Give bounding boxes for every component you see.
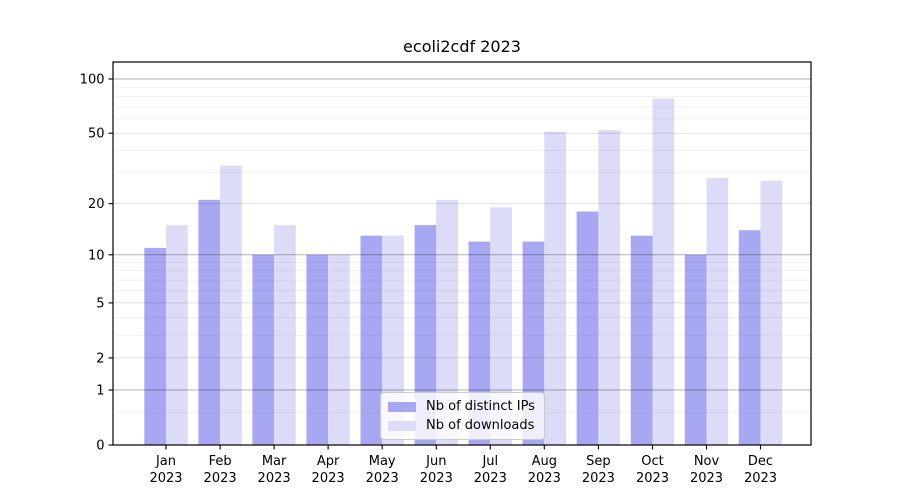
bar-series0-month10 — [684, 254, 707, 445]
bar-series0-month9 — [630, 235, 653, 445]
x-tick-label-year: 2023 — [312, 471, 345, 486]
legend-item-downloads: Nb of downloads — [387, 418, 538, 433]
bar-series1-month0 — [166, 225, 188, 445]
y-tick-label: 50 — [88, 127, 105, 142]
x-tick-label-month: Feb — [209, 454, 232, 469]
chart-title: ecoli2cdf 2023 — [403, 37, 521, 56]
bar-series1-month3 — [328, 254, 350, 445]
bar-series1-month1 — [220, 165, 242, 445]
bar-series1-month2 — [274, 225, 296, 445]
bar-series0-month1 — [198, 199, 221, 445]
x-tick-label-year: 2023 — [204, 471, 237, 486]
x-tick-label-year: 2023 — [149, 471, 182, 486]
x-tick-label-month: Dec — [748, 454, 773, 469]
x-tick-label-month: Aug — [532, 454, 557, 469]
x-tick-label-year: 2023 — [366, 471, 399, 486]
y-tick-label: 10 — [88, 248, 105, 263]
bar-series0-month3 — [306, 254, 329, 445]
bar-series1-month9 — [652, 98, 675, 445]
y-tick-label: 0 — [96, 439, 104, 454]
legend-swatch-downloads — [388, 420, 416, 431]
legend-item-distinct-ips: Nb of distinct IPs — [387, 399, 538, 414]
x-tick-label-month: May — [369, 454, 396, 469]
y-tick-label: 100 — [80, 73, 105, 88]
x-tick-label-month: Mar — [262, 454, 287, 469]
bar-series0-month4 — [360, 235, 383, 445]
x-tick-label-month: Jul — [481, 454, 498, 469]
legend-swatch-distinct-ips — [388, 401, 416, 412]
x-tick-label-year: 2023 — [582, 471, 615, 486]
x-tick-label-month: Nov — [694, 454, 720, 469]
x-tick-label-month: Oct — [641, 454, 663, 469]
legend-label-distinct-ips: Nb of distinct IPs — [426, 399, 535, 414]
x-tick-label-month: Apr — [317, 454, 340, 469]
bar-series0-month8 — [576, 211, 599, 445]
bar-series1-month5 — [436, 199, 458, 445]
x-tick-label-year: 2023 — [744, 471, 777, 486]
y-tick-label: 5 — [96, 296, 104, 311]
bar-series0-month0 — [144, 247, 166, 445]
bar-series1-month7 — [544, 131, 566, 445]
x-tick-label-month: Jan — [155, 454, 176, 469]
y-tick-label: 1 — [96, 384, 104, 399]
bar-series1-month10 — [706, 178, 729, 445]
bar-series0-month2 — [252, 254, 275, 445]
x-tick-label-year: 2023 — [474, 471, 507, 486]
axes-frame — [112, 61, 812, 446]
x-tick-label-year: 2023 — [420, 471, 453, 486]
bar-series1-month6 — [490, 207, 512, 445]
x-tick-label-year: 2023 — [258, 471, 291, 486]
x-tick-label-year: 2023 — [528, 471, 561, 486]
x-tick-label-month: Sep — [586, 454, 611, 469]
y-tick-label: 2 — [96, 351, 104, 366]
x-tick-label-month: Jun — [425, 454, 446, 469]
legend: Nb of distinct IPs Nb of downloads — [380, 392, 545, 440]
y-tick-label: 20 — [88, 197, 105, 212]
x-tick-label-year: 2023 — [690, 471, 723, 486]
bar-series1-month11 — [760, 180, 783, 445]
legend-label-downloads: Nb of downloads — [426, 418, 535, 433]
bar-series1-month8 — [598, 130, 621, 445]
x-tick-label-year: 2023 — [636, 471, 669, 486]
bar-series0-month11 — [738, 230, 761, 445]
bar-series0-month5 — [414, 225, 437, 445]
